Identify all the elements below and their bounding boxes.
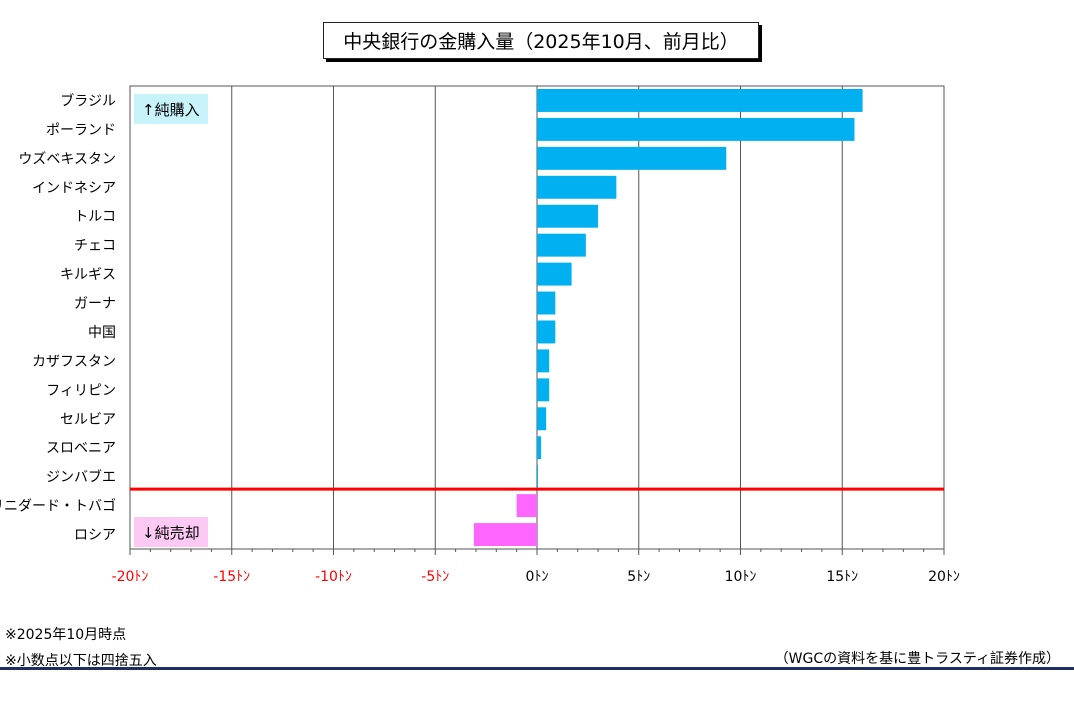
category-label: ブラジル [60, 92, 116, 109]
category-label: トリニダード・トバゴ [0, 498, 116, 515]
bar [537, 320, 556, 344]
bar [473, 523, 537, 546]
category-label: ウズベキスタン [18, 151, 116, 167]
category-label: インドネシア [32, 180, 116, 196]
bar [537, 291, 556, 315]
bar [537, 349, 550, 373]
tick-label: -20ﾄﾝ [112, 569, 149, 585]
category-label: スロベニア [46, 441, 116, 457]
bar [537, 89, 863, 112]
tick-label: -15ﾄﾝ [213, 569, 250, 585]
bar [537, 465, 539, 489]
tick-label: 10ﾄﾝ [725, 569, 757, 585]
source-credit: （WGCの資料を基に豊トラスティ証券作成） [774, 651, 1060, 667]
chart-title: 中央銀行の金購入量（2025年10月、前月比） [323, 22, 759, 59]
tick-label: 15ﾄﾝ [826, 569, 858, 585]
sell-annotation: ↓純売却 [134, 517, 208, 547]
category-label: ジンバブエ [46, 469, 116, 486]
category-label: フィリピン [46, 383, 116, 399]
bar [537, 233, 586, 257]
category-label: ポーランド [46, 122, 116, 138]
category-label: トルコ [74, 209, 116, 225]
category-label: ガーナ [74, 296, 116, 312]
category-label: キルギス [60, 267, 116, 283]
tick-label: -5ﾄﾝ [421, 569, 449, 585]
category-label: カザフスタン [32, 354, 116, 370]
bar [537, 262, 572, 286]
category-label: チェコ [74, 238, 116, 254]
category-label: セルビア [60, 412, 116, 428]
category-label: ロシア [74, 528, 116, 544]
bar [537, 117, 855, 141]
bar [537, 436, 542, 460]
bar [537, 204, 599, 228]
bar [537, 378, 550, 402]
bar [537, 146, 727, 170]
bottom-rule [0, 667, 1074, 670]
footnote-rounding: ※小数点以下は四捨五入 [5, 653, 157, 669]
bar [516, 494, 537, 518]
footnote-date: ※2025年10月時点 [5, 627, 127, 643]
bar [537, 407, 547, 431]
tick-label: 5ﾄﾝ [627, 569, 650, 585]
tick-label: 0ﾄﾝ [526, 569, 549, 585]
category-label: 中国 [88, 325, 116, 341]
tick-label: -10ﾄﾝ [315, 569, 352, 585]
buy-annotation: ↑純購入 [134, 94, 208, 124]
bar [537, 175, 617, 199]
tick-label: 20ﾄﾝ [928, 569, 960, 585]
